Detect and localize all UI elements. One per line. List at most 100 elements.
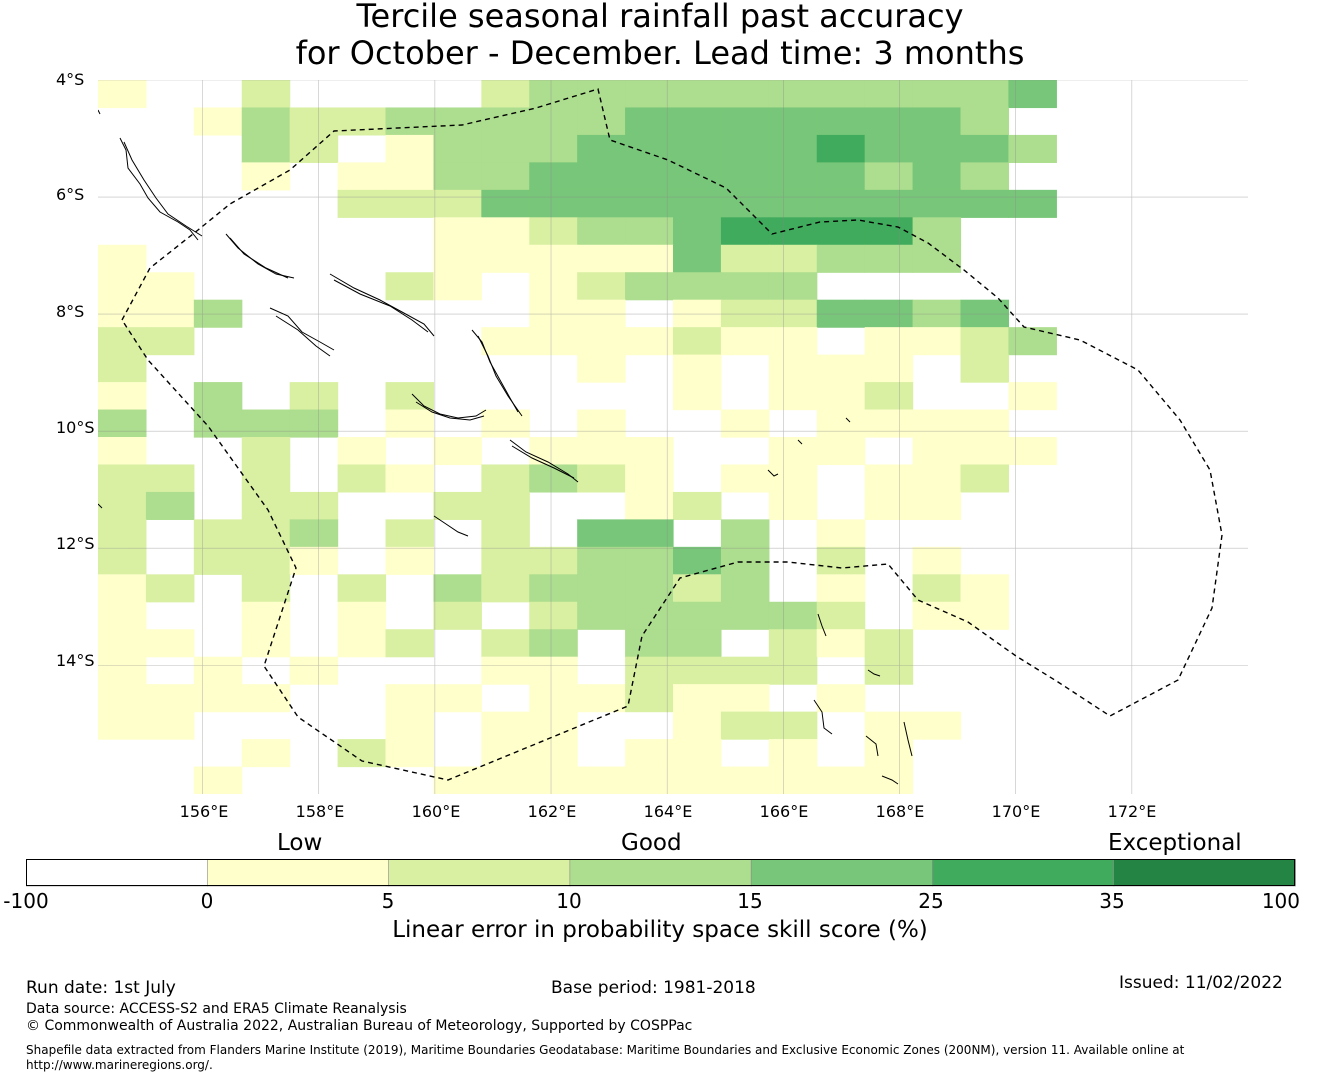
coastline-rennell	[433, 515, 469, 537]
skill-cell	[433, 272, 482, 301]
skill-cell	[577, 217, 626, 246]
skill-cell	[960, 601, 1010, 630]
skill-cell	[864, 80, 914, 109]
skill-cell	[960, 327, 1010, 356]
skill-cell	[433, 162, 482, 191]
skill-cell	[577, 299, 626, 328]
skill-cell	[241, 601, 291, 630]
skill-cell	[816, 684, 866, 713]
skill-cell	[912, 409, 962, 438]
coastline-new-georgia	[269, 307, 335, 351]
skill-cell	[673, 80, 722, 109]
skill-cell	[625, 437, 674, 466]
skill-cell	[768, 382, 818, 411]
skill-cell	[1008, 134, 1057, 163]
skill-cell	[1008, 437, 1057, 466]
skill-cell	[529, 80, 578, 109]
skill-cell	[673, 189, 722, 218]
skill-cell	[577, 601, 626, 630]
skill-cell	[98, 684, 147, 713]
skill-cell	[98, 601, 147, 630]
coastline-pentecost	[903, 721, 913, 757]
shapefile-credit-url: http://www.marineregions.org/.	[26, 1058, 213, 1072]
skill-cell	[960, 574, 1010, 603]
skill-cell	[337, 189, 387, 218]
skill-cell	[720, 409, 770, 438]
skill-cell	[625, 519, 674, 548]
coastline-small-islet	[98, 503, 103, 509]
skill-cell	[720, 134, 770, 163]
skill-cell	[768, 189, 818, 218]
skill-cell	[481, 491, 530, 520]
map-gridlines	[98, 80, 1248, 794]
skill-cell	[433, 437, 482, 466]
colorbar-label: Linear error in probability space skill …	[392, 917, 928, 943]
colorbar-tick: 100	[1261, 889, 1300, 913]
skill-cell	[912, 189, 962, 218]
skill-cell	[481, 189, 530, 218]
skill-cell	[529, 601, 578, 630]
coastline-espiritu-santo	[813, 699, 833, 735]
colorbar-category-exceptional: Exceptional	[1108, 830, 1242, 856]
skill-cell	[481, 162, 530, 191]
skill-cell	[720, 656, 770, 685]
skill-cell	[193, 107, 243, 136]
skill-cell	[98, 519, 147, 548]
skill-cell	[577, 107, 626, 136]
skill-cell	[98, 272, 147, 301]
skill-cell	[385, 382, 435, 411]
skill-cell	[577, 546, 626, 575]
coastline-guadalcanal	[411, 393, 487, 419]
skill-cell	[768, 354, 818, 383]
skill-cell	[145, 629, 195, 658]
skill-cell	[577, 574, 626, 603]
skill-cell	[816, 629, 866, 658]
coastline-small-islet	[845, 417, 851, 423]
skill-cell	[625, 491, 674, 520]
skill-cell	[481, 244, 530, 273]
skill-cell	[912, 711, 962, 740]
lon-label: 166°E	[759, 802, 809, 821]
skill-cell	[625, 272, 674, 301]
skill-cell	[625, 162, 674, 191]
skill-cell	[768, 491, 818, 520]
skill-cell	[960, 134, 1010, 163]
skill-cell	[864, 739, 914, 768]
skill-cell	[720, 519, 770, 548]
skill-cell	[385, 107, 435, 136]
skill-cell	[720, 684, 770, 713]
skill-cell	[1008, 189, 1057, 218]
skill-cell	[577, 464, 626, 493]
skill-cell	[720, 711, 770, 740]
lon-label: 168°E	[875, 802, 925, 821]
skill-cell	[720, 327, 770, 356]
skill-grid-cells	[98, 80, 1057, 794]
skill-cell	[529, 574, 578, 603]
skill-cell	[577, 272, 626, 301]
skill-cell	[385, 134, 435, 163]
skill-cell	[481, 409, 530, 438]
skill-cell	[529, 684, 578, 713]
copyright: © Commonwealth of Australia 2022, Austra…	[26, 1018, 693, 1034]
skill-cell	[673, 382, 722, 411]
skill-cell	[673, 327, 722, 356]
skill-cell	[816, 546, 866, 575]
colorbar-segment	[932, 859, 1115, 887]
skill-cell	[193, 382, 243, 411]
skill-cell	[385, 162, 435, 191]
skill-cell	[864, 409, 914, 438]
skill-cell	[816, 299, 866, 328]
colorbar-tick: 35	[1099, 889, 1125, 913]
skill-cell	[98, 409, 147, 438]
skill-cell	[385, 684, 435, 713]
lon-label: 158°E	[295, 802, 345, 821]
skill-cell	[720, 601, 770, 630]
skill-cell	[625, 656, 674, 685]
skill-cell	[912, 107, 962, 136]
skill-cell	[241, 162, 291, 191]
skill-cell	[577, 519, 626, 548]
skill-cell	[98, 354, 147, 383]
skill-cell	[337, 107, 387, 136]
skill-cell	[625, 629, 674, 658]
skill-cell	[241, 546, 291, 575]
